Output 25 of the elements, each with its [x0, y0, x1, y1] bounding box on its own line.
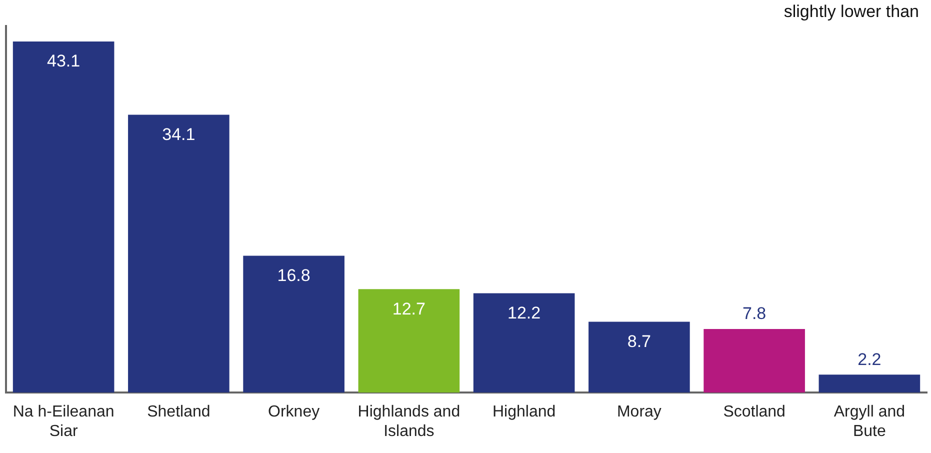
data-label: 7.8	[742, 304, 766, 324]
data-label: 34.1	[162, 124, 196, 144]
x-tick-label: Shetland	[147, 404, 210, 421]
x-tick-label: Highland	[492, 404, 556, 421]
data-label: 8.7	[627, 332, 652, 351]
data-label: 12.2	[508, 303, 541, 322]
bar	[12, 41, 114, 393]
data-label: 16.8	[277, 266, 310, 285]
x-tick-label: Scotland	[723, 404, 786, 421]
x-tick-label: Moray	[616, 404, 662, 421]
data-label: 12.7	[392, 299, 426, 318]
x-tick-label: Highlands and Islands	[358, 404, 460, 440]
bar	[243, 256, 344, 393]
data-label: 2.2	[858, 350, 882, 369]
data-label: 43.1	[47, 52, 80, 71]
x-tick-label: Na h-Eileanan Siar	[12, 404, 114, 440]
text: slightly lower than	[784, 2, 919, 22]
bar	[358, 289, 460, 393]
bar	[588, 322, 690, 393]
x-tick-label: Orkney	[268, 404, 320, 421]
bar	[128, 114, 230, 393]
x-tick-label: Argyll and Bute	[834, 404, 906, 440]
bar	[818, 374, 920, 393]
bar	[704, 329, 805, 393]
bar	[473, 293, 575, 393]
